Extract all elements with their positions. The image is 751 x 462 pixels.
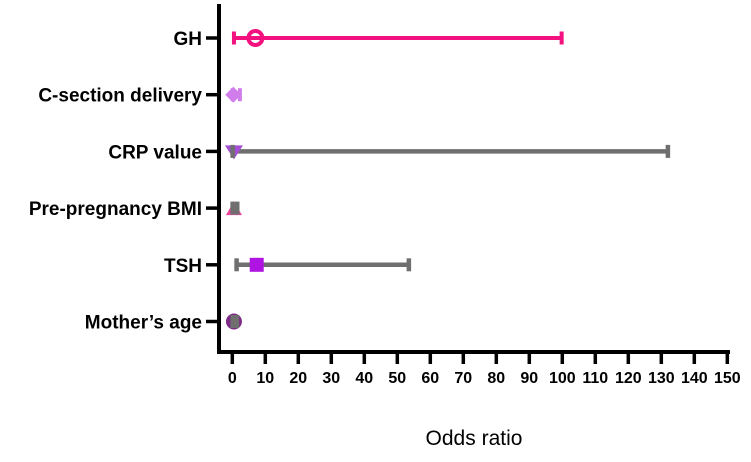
- x-tick-label: 90: [520, 370, 538, 387]
- category-label: CRP value: [108, 142, 202, 163]
- x-tick-label: 100: [549, 370, 576, 387]
- x-tick-label: 0: [228, 370, 237, 387]
- x-tick-label: 50: [388, 370, 406, 387]
- category-label: TSH: [164, 256, 202, 277]
- category-label: Mother’s age: [85, 313, 202, 334]
- marker-square: [249, 257, 264, 272]
- x-tick-label: 60: [421, 370, 439, 387]
- x-axis-title: Odds ratio: [426, 427, 523, 450]
- category-label: GH: [174, 29, 203, 50]
- x-tick-label: 130: [648, 370, 675, 387]
- x-tick-label: 80: [487, 370, 505, 387]
- x-tick-label: 140: [681, 370, 708, 387]
- x-tick-label: 120: [615, 370, 642, 387]
- marker-open-circle: [246, 29, 265, 47]
- x-tick-label: 20: [289, 370, 307, 387]
- category-label: Pre-pregnancy BMI: [29, 199, 202, 220]
- x-tick-label: 40: [355, 370, 373, 387]
- x-tick-label: 150: [714, 370, 741, 387]
- x-tick-label: 70: [454, 370, 472, 387]
- x-tick-label: 110: [582, 370, 608, 387]
- category-label: C-section delivery: [38, 86, 202, 107]
- x-tick-label: 10: [256, 370, 274, 387]
- x-tick-label: 30: [322, 370, 340, 387]
